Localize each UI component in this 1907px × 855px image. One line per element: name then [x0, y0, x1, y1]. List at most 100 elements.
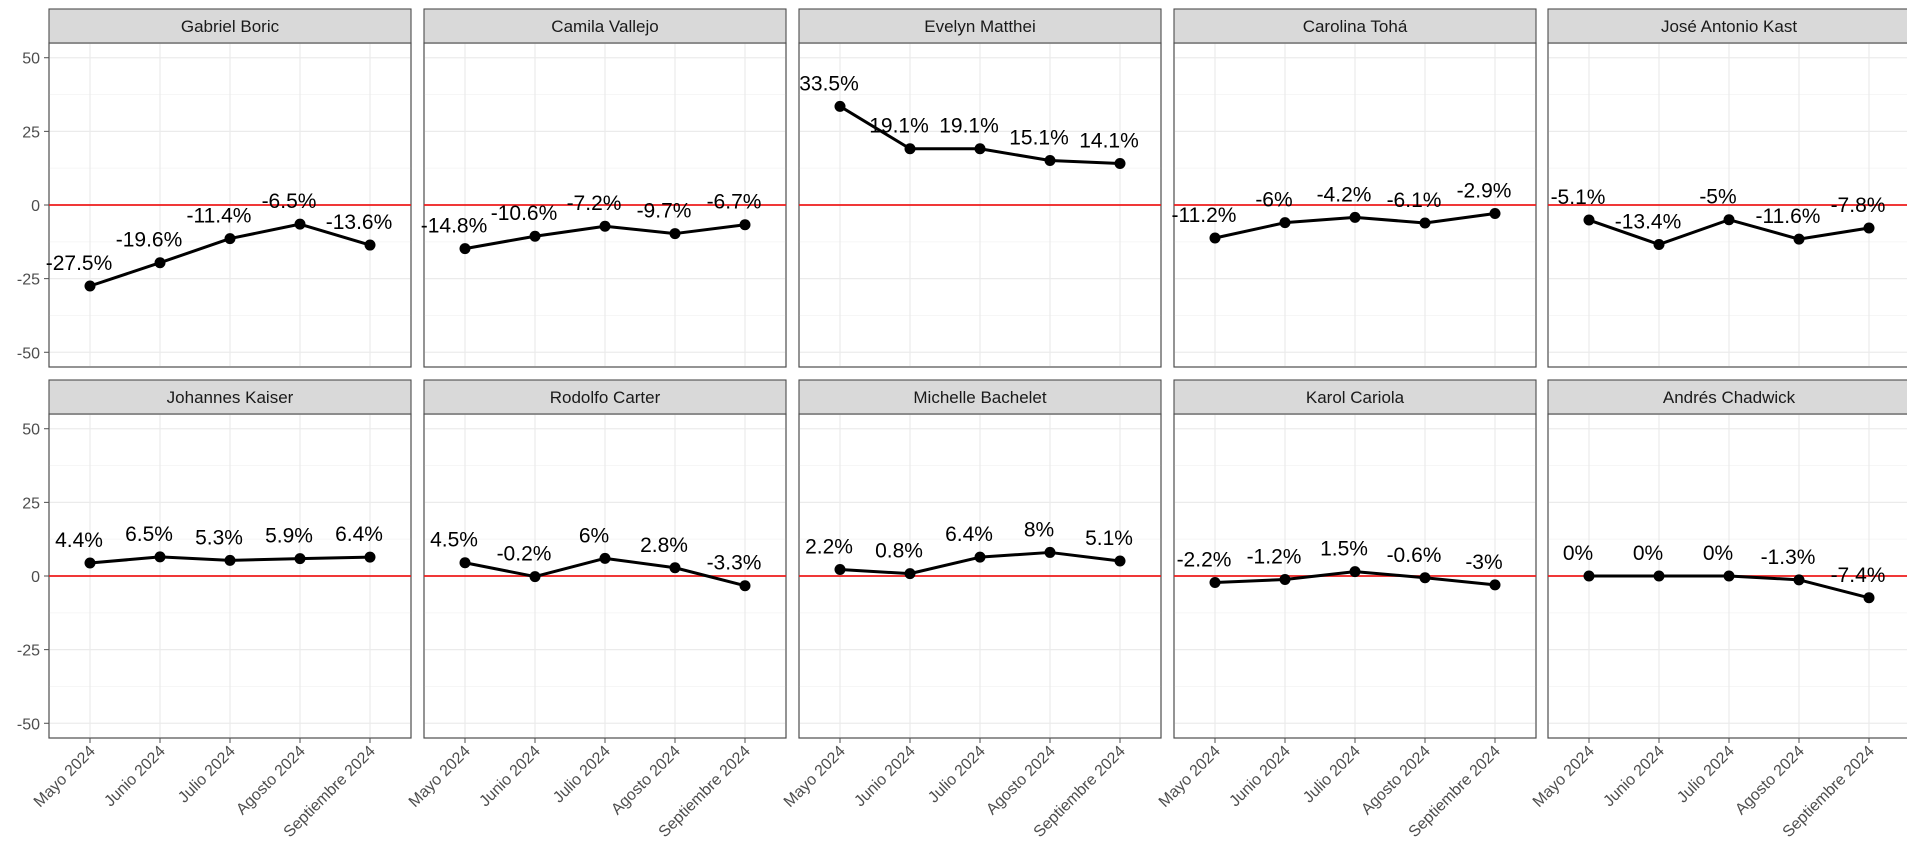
data-point — [834, 100, 846, 112]
y-tick-label: 50 — [22, 51, 40, 68]
y-tick-label: -50 — [17, 716, 40, 733]
data-label: -1.3% — [1761, 546, 1816, 569]
facet-title: Karol Cariola — [1306, 388, 1405, 407]
data-label: 0% — [1563, 542, 1593, 565]
panel-4: -11.2% -6% -4.2% -6.1% -2.9% Carolina Tohá — [1172, 8, 1537, 368]
data-point — [1209, 232, 1221, 244]
data-point — [1349, 566, 1361, 578]
data-point — [974, 143, 986, 155]
data-point — [1279, 574, 1291, 586]
facet-title: Evelyn Matthei — [924, 17, 1036, 36]
x-tick-label: Mayo 2024 — [31, 743, 99, 811]
data-point — [459, 557, 471, 569]
data-label: -5.1% — [1551, 186, 1606, 209]
facet-strip — [798, 379, 1162, 415]
data-label: 6.4% — [335, 523, 383, 546]
data-point — [294, 218, 306, 230]
data-label: -19.6% — [116, 229, 183, 252]
facet-title: Carolina Tohá — [1303, 17, 1408, 36]
facet-title: Camila Vallejo — [551, 17, 658, 36]
data-label: 4.5% — [430, 529, 478, 552]
y-tick-label: 25 — [22, 124, 40, 141]
data-label: -6.7% — [707, 191, 762, 214]
data-label: 5.9% — [265, 525, 313, 548]
data-point — [1114, 157, 1126, 169]
x-tick-label: Julio 2024 — [1300, 743, 1364, 807]
data-point — [669, 562, 681, 574]
panel-5: -5.1% -13.4% -5% -11.6% -7.8% José Antonio Ka… — [1547, 8, 1907, 368]
x-tick-label: Agosto 2024 — [983, 743, 1059, 819]
panel-6: 4.4% 6.5% 5.3% 5.9% 6.4% Johannes Kaiser -50 -2… — [17, 379, 412, 841]
data-label: -2.2% — [1177, 548, 1232, 571]
facet-title: Michelle Bachelet — [913, 388, 1047, 407]
data-point — [1349, 211, 1361, 223]
facet-title: Gabriel Boric — [181, 17, 280, 36]
data-point — [1209, 576, 1221, 588]
panel-8: 2.2% 0.8% 6.4% 8% 5.1% Michelle Bachelet Mayo … — [781, 379, 1162, 841]
data-point — [1793, 233, 1805, 245]
data-point — [1653, 238, 1665, 250]
y-tick-label: 25 — [22, 495, 40, 512]
data-point — [1044, 155, 1056, 167]
data-point — [364, 551, 376, 563]
data-point — [1583, 214, 1595, 226]
y-tick-label: 0 — [31, 198, 40, 215]
x-tick-label: Mayo 2024 — [1156, 743, 1224, 811]
facet-strip — [48, 8, 412, 44]
y-tick-label: 0 — [31, 569, 40, 586]
data-point — [1419, 572, 1431, 584]
panel-10: 0% 0% 0% -1.3% -7.4% Andrés Chadwick Mayo 2024… — [1530, 379, 1907, 841]
y-tick-label: -50 — [17, 345, 40, 362]
data-label: -5% — [1699, 186, 1736, 209]
data-point — [1723, 570, 1735, 582]
data-label: -27.5% — [46, 252, 113, 275]
x-tick-label: Junio 2024 — [101, 743, 168, 810]
x-tick-label: Agosto 2024 — [233, 743, 309, 819]
data-point — [224, 233, 236, 245]
facet-strip — [48, 379, 412, 415]
data-label: -1.2% — [1247, 546, 1302, 569]
data-point — [904, 568, 916, 580]
data-label: 19.1% — [939, 115, 999, 138]
data-point — [1489, 579, 1501, 591]
data-label: 14.1% — [1079, 129, 1139, 152]
data-label: -2.9% — [1457, 180, 1512, 203]
data-label: -11.4% — [187, 205, 252, 228]
data-label: -13.6% — [326, 211, 393, 234]
x-tick-label: Junio 2024 — [851, 743, 918, 810]
data-label: -9.7% — [637, 200, 692, 223]
data-label: -10.6% — [491, 202, 558, 225]
data-label: -3.3% — [707, 552, 762, 575]
data-point — [529, 230, 541, 242]
facet-title: Rodolfo Carter — [550, 388, 661, 407]
data-label: 1.5% — [1320, 538, 1368, 561]
x-tick-label: Julio 2024 — [1674, 743, 1738, 807]
y-tick-label: 50 — [22, 422, 40, 439]
data-label: -4.2% — [1317, 183, 1372, 206]
panel-1: -27.5%-19.6%-11.4% -6.5% -13.6% Gabriel Bor… — [17, 8, 412, 368]
data-label: 0% — [1633, 542, 1663, 565]
data-label: -14.8% — [421, 215, 488, 238]
data-label: -6.1% — [1387, 189, 1442, 212]
y-tick-label: -25 — [17, 272, 40, 289]
x-tick-label: Agosto 2024 — [1732, 743, 1808, 819]
data-label: 0% — [1703, 542, 1733, 565]
facet-strip — [1173, 8, 1537, 44]
facet-strip — [423, 8, 787, 44]
x-tick-label: Junio 2024 — [1226, 743, 1293, 810]
facet-strip — [1173, 379, 1537, 415]
x-tick-label: Junio 2024 — [476, 743, 543, 810]
data-point — [739, 219, 751, 231]
data-point — [1863, 222, 1875, 234]
data-point — [1583, 570, 1595, 582]
data-point — [224, 554, 236, 566]
x-tick-label: Julio 2024 — [175, 743, 239, 807]
data-label: -7.8% — [1831, 194, 1886, 217]
x-tick-label: Julio 2024 — [550, 743, 614, 807]
data-point — [834, 564, 846, 576]
data-label: 6.4% — [945, 523, 993, 546]
facet-strip — [1547, 379, 1907, 415]
x-tick-label: Junio 2024 — [1600, 743, 1667, 810]
data-point — [1044, 546, 1056, 558]
